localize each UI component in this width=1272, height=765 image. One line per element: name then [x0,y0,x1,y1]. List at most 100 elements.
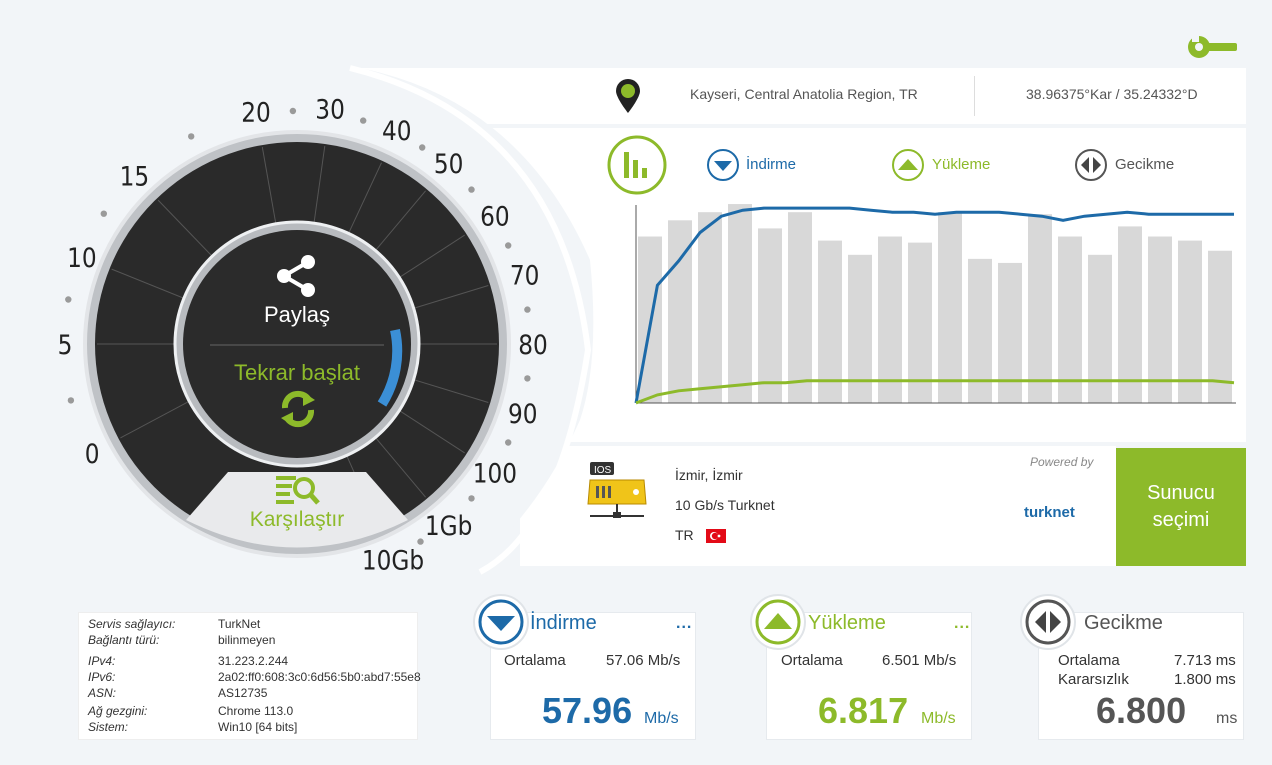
chart-bar [1118,226,1142,403]
share-label[interactable]: Paylaş [263,302,331,327]
chart-bar [968,258,992,403]
gauge-scale-dot [360,117,367,124]
settings-wrench-icon[interactable] [1184,32,1240,62]
turknet-logo: turknet [1024,504,1075,521]
upload-avg-value: 6.501 Mb/s [882,652,957,669]
gauge-scale-dot [417,538,424,545]
chart-bar [878,236,902,403]
chart-bar [1148,236,1172,403]
gauge-progress-arc [377,328,403,407]
gauge-segment-line [111,268,186,300]
download-line [634,206,1234,404]
upload-value: 6.817 [818,690,909,731]
chart-bar [1208,250,1232,403]
upload-legend-label: Yükleme [932,156,991,173]
connection-info-panel [78,612,418,740]
gauge-tick-label: 70 [510,260,540,291]
info-row: Sistem: Win10 [64 bits] [88,720,297,734]
upload-result-icon-wrap [750,594,806,650]
location-bar [360,68,1246,124]
server-country: TR [675,527,694,543]
info-row: Ağ gezgini: Chrome 113.0 [88,704,293,718]
server-city: İzmir, İzmir [675,467,743,483]
gauge-tick-label: 60 [480,201,510,232]
gauge-tick-label: 90 [508,398,538,429]
jitter-value: 1.800 ms [1174,671,1236,688]
info-row: Bağlantı türü: bilinmeyen [88,633,275,647]
chart-toggle-icon[interactable] [606,134,668,196]
download-more-button[interactable]: ... [676,615,693,632]
chart-bars [638,204,1232,403]
latency-card-title: Gecikme [1084,612,1163,634]
upload-unit: Mb/s [921,710,956,727]
download-card-title: İndirme [530,612,597,634]
gauge-tick-label: 10 [67,242,97,273]
gauge-tick-label: 5 [58,329,73,360]
restart-label[interactable]: Tekrar başlat [234,360,360,385]
upload-avg-label: Ortalama [781,652,843,669]
chart-bar [728,204,752,403]
info-value: TurkNet [218,617,261,631]
gauge-scale-dot [505,439,512,446]
download-value: 57.96 [542,690,633,731]
gauge-tick-label: 50 [434,149,464,180]
gauge-tick-label: 0 [85,438,100,469]
info-value: AS12735 [218,686,268,700]
gauge-segment-line [120,399,192,439]
chart-bar [788,212,812,403]
info-value: Win10 [64 bits] [218,720,298,734]
chart-bar [1178,240,1202,403]
chart-bar [698,212,722,403]
gauge-tick-label: 40 [382,115,412,146]
latency-legend-icon [1075,149,1107,181]
latency-value: 6.800 [1096,690,1187,731]
restart-icon[interactable] [277,388,319,430]
gauge-scale-dot [505,242,512,249]
info-value: Chrome 113.0 [218,704,294,718]
location-coordinates: 38.96375°Kar / 35.24332°D [1026,86,1198,102]
gauge-scale-dots [65,107,531,545]
gauge-scale-dot [419,144,426,151]
chart-bar [758,228,782,403]
chart-bar [1028,214,1052,403]
gauge-scale-dot [289,107,297,115]
compare-icon[interactable] [274,472,320,506]
gauge-segment-line [397,408,465,454]
turkey-flag-icon [706,529,726,543]
info-key: IPv4: [88,654,116,668]
download-result-icon [478,599,524,645]
download-avg-label: Ortalama [504,652,566,669]
upload-more-button[interactable]: ... [954,615,971,632]
info-key: ASN: [88,686,117,700]
gauge-segment-line [411,378,489,403]
gauge-scale-dot [524,375,531,382]
gauge-scale-dot [468,495,475,502]
server-select-button[interactable]: Sunucu seçimi [1116,448,1246,566]
latency-avg-label: Ortalama [1058,652,1120,669]
gauge-segment-line [157,199,214,259]
compare-label[interactable]: Karşılaştır [249,508,345,531]
download-legend-label: İndirme [746,156,797,173]
latency-unit: ms [1216,710,1238,727]
info-key: Servis sağlayıcı: [88,617,176,631]
chart-bar [1058,236,1082,403]
gauge-segment-line [347,162,382,236]
server-icon: IOS [587,462,647,518]
gauge-scale-dot [188,133,195,140]
share-icon[interactable] [274,252,320,300]
gauge-tick-label: 1Gb [425,510,472,541]
info-row: IPv6: 2a02:ff0:608:3c0:6d56:5b0:abd7:55e8 [88,670,421,684]
upload-line [635,379,1235,405]
info-key: IPv6: [88,670,116,684]
download-avg-value: 57.06 Mb/s [606,652,681,669]
location-pin-icon [616,79,640,113]
info-value: bilinmeyen [218,633,276,647]
server-provider: 10 Gb/s Turknet [675,497,775,513]
gauge-tick-label: 15 [120,161,150,192]
upload-card-title: Yükleme [808,612,886,634]
chart-bar [908,242,932,403]
gauge-segment-line [397,234,465,280]
gauge-segment-line [313,145,326,226]
latency-legend-label: Gecikme [1115,156,1175,173]
